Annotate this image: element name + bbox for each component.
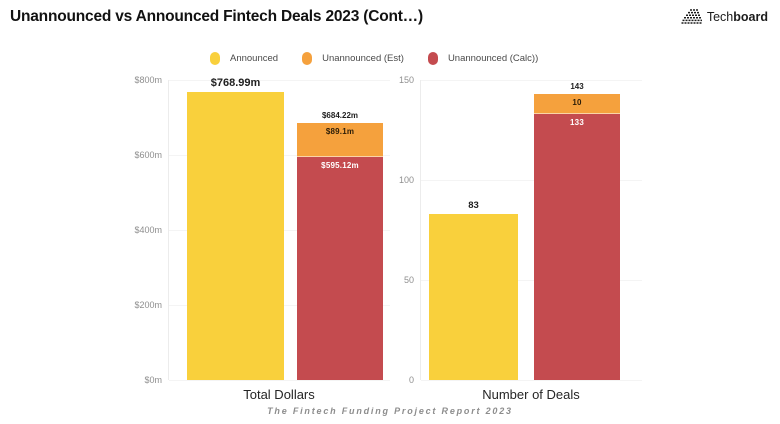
techboard-logo-icon (681, 9, 703, 24)
y-axis-tick: $400m (134, 225, 162, 235)
gridline (169, 79, 390, 81)
bar-total-dollars-unannounced: $595.12m $89.1m $684.22m (297, 80, 383, 380)
legend-item: Announced (210, 52, 278, 65)
y-axis-tick: $200m (134, 300, 162, 310)
legend-label: Announced (230, 53, 279, 64)
bar-segment (429, 214, 518, 380)
page-title: Unannounced vs Announced Fintech Deals 2… (10, 8, 423, 25)
segment-value-label: 133 (570, 118, 584, 127)
bar-segment (187, 91, 284, 380)
brand-board: board (733, 9, 768, 24)
techboard-logo: Techboard (681, 8, 768, 25)
bar-segment: 10 (534, 94, 620, 114)
y-axis-tick: $0m (144, 375, 162, 385)
gridline (421, 379, 642, 381)
y-axis-tick: 50 (403, 275, 414, 285)
bar-deals-announced: 83 (429, 80, 518, 380)
x-axis-label-total-dollars: Total Dollars (243, 387, 315, 402)
legend-item: Unannounced (Est) (302, 52, 404, 65)
segment-value-label: $595.12m (321, 160, 359, 170)
legend-swatch-icon (302, 52, 313, 65)
gridline (169, 379, 390, 381)
bar-segment: 133 (534, 114, 620, 380)
legend-item: Unannounced (Calc)) (427, 52, 539, 65)
bar-total-dollars-announced: $768.99m (187, 76, 284, 380)
bar-segment: $595.12m (297, 156, 383, 380)
gridline (421, 79, 642, 81)
chart-number-of-deals: 0 50 100 150 83 133 10 143 (399, 75, 642, 385)
bar-deals-unannounced: 133 10 143 (534, 80, 620, 380)
y-axis-tick: $800m (134, 75, 162, 85)
bar-total-label: 83 (468, 200, 479, 211)
brand-tech: Tech (706, 9, 734, 24)
bar-total-label: $684.22m (321, 111, 359, 121)
bar-total-label: $768.99m (210, 76, 261, 89)
x-axis-label-number-of-deals: Number of Deals (482, 387, 580, 402)
legend-label: Unannounced (Calc)) (447, 53, 539, 64)
y-axis-tick: 0 (408, 375, 414, 385)
gridline (421, 179, 642, 181)
brand-name: Techboard (707, 10, 768, 24)
legend: Announced Unannounced (Est) Unannounced (C… (210, 52, 538, 65)
y-axis-tick: 150 (398, 75, 414, 85)
legend-swatch-icon (427, 52, 438, 65)
legend-label: Unannounced (Est) (322, 53, 404, 64)
chart-total-dollars: $0m $200m $400m $600m $800m $768.99m $595.12m $… (134, 75, 390, 385)
legend-swatch-icon (210, 52, 220, 65)
y-axis-tick: $600m (134, 150, 162, 160)
y-axis-tick: 100 (398, 175, 414, 185)
footer-caption: The Fintech Funding Project Report 2023 (267, 406, 513, 416)
segment-value-label: $89.1m (325, 127, 355, 137)
bar-segment: $89.1m (297, 123, 383, 157)
gridline (421, 279, 642, 281)
segment-value-label: 10 (572, 98, 582, 107)
bar-total-label: 143 (570, 82, 584, 91)
